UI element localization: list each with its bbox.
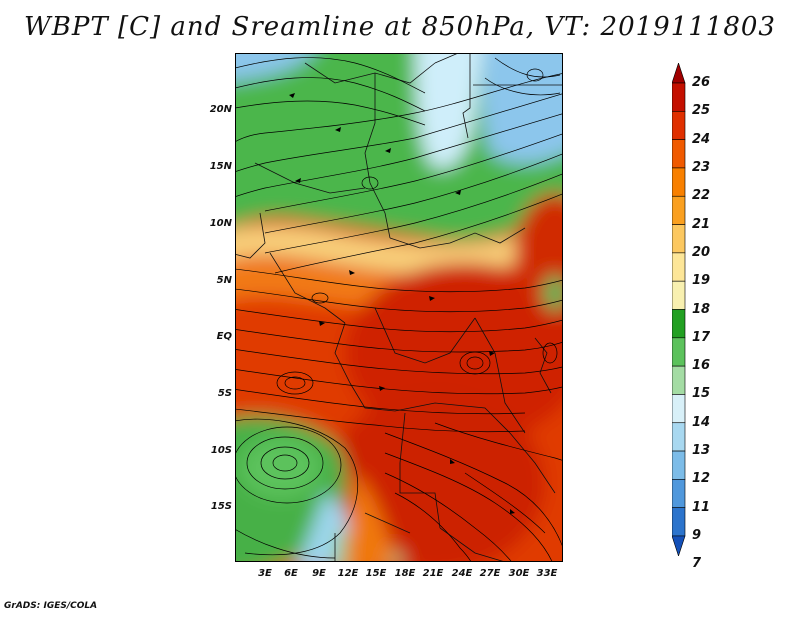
colorbar-segment [672, 224, 686, 254]
lon-label-24e: 24E [451, 568, 473, 579]
lat-label-10n: 10N [209, 218, 232, 229]
colorbar-label: 26 [692, 75, 711, 90]
lat-label-15n: 15N [209, 161, 232, 172]
lon-label-33e: 33E [536, 568, 558, 579]
lon-label-21e: 21E [422, 568, 444, 579]
colorbar-segment [672, 309, 686, 339]
colorbar-segment [672, 195, 686, 225]
colorbar-label: 11 [692, 499, 711, 515]
lat-label-5s: 5S [217, 388, 232, 399]
lat-label-10s: 10S [210, 445, 232, 456]
colorbar-segment [672, 337, 686, 367]
colorbar-label: 23 [692, 159, 711, 175]
colorbar-label: 18 [692, 301, 711, 317]
colorbar-label: 16 [692, 358, 711, 374]
wbpt-field [235, 53, 563, 562]
colorbar-label: 19 [692, 273, 711, 289]
colorbar-segment [672, 422, 686, 452]
map-panel [235, 53, 563, 562]
colorbar-label: 15 [692, 386, 711, 402]
colorbar-label: 17 [692, 329, 711, 345]
colorbar-segment [672, 167, 686, 197]
colorbar-label: 14 [692, 414, 711, 430]
colorbar-segment-top [672, 63, 686, 84]
lat-label-5n: 5N [216, 275, 232, 286]
colorbar-segment [672, 82, 686, 112]
colorbar-segment [672, 111, 686, 140]
colorbar-segment [672, 479, 686, 508]
colorbar-label: 21 [692, 216, 711, 232]
grads-credit: GrADS: IGES/COLA [4, 601, 98, 611]
lon-label-27e: 27E [479, 568, 501, 579]
lon-label-15e: 15E [365, 568, 387, 579]
map-title: WBPT [C] and Sreamline at 850hPa, VT: 20… [24, 12, 776, 42]
colorbar-segment [672, 139, 686, 169]
colorbar-label: 13 [692, 443, 711, 459]
lon-label-6e: 6E [284, 568, 298, 579]
colorbar-label: 25 [692, 103, 711, 119]
colorbar-label: 7 [692, 556, 702, 572]
colorbar-segment [672, 280, 686, 310]
colorbar-label: 12 [692, 471, 711, 487]
colorbar-segment [672, 507, 686, 537]
colorbar-segment [672, 252, 686, 282]
colorbar-segment [672, 365, 686, 395]
wbpt-streamline-map [235, 53, 563, 562]
lat-label-eq: EQ [216, 331, 232, 342]
lon-label-12e: 12E [337, 568, 359, 579]
country-borders [235, 53, 563, 562]
lon-label-30e: 30E [508, 568, 530, 579]
colorbar-segment [672, 394, 686, 424]
colorbar [672, 63, 686, 556]
lon-label-3e: 3E [258, 568, 272, 579]
lon-label-18e: 18E [394, 568, 416, 579]
lat-label-20n: 20N [209, 104, 232, 115]
colorbar-segment-bottom [672, 535, 686, 556]
lat-label-15s: 15S [210, 501, 232, 512]
map-border [235, 53, 563, 562]
lon-label-9e: 9E [312, 568, 326, 579]
colorbar-label: 20 [692, 244, 711, 260]
colorbar-label: 24 [692, 131, 711, 147]
streamlines [235, 57, 563, 562]
colorbar-label: 9 [692, 528, 702, 543]
colorbar-segment [672, 450, 686, 480]
streamline-arrows [289, 93, 515, 514]
colorbar-label: 22 [692, 188, 711, 204]
